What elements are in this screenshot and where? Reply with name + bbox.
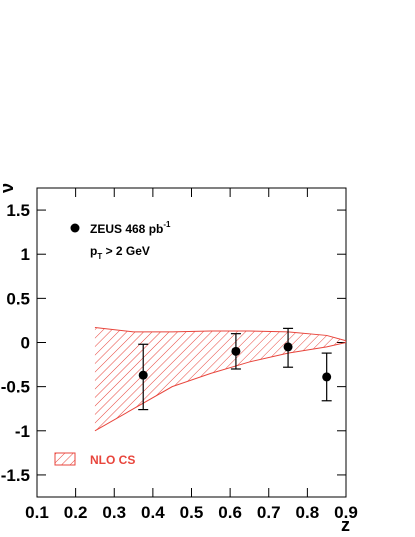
x-tick-label: 0.5 — [180, 503, 204, 522]
y-tick-label: -1.5 — [1, 466, 30, 485]
y-tick-label: 0.5 — [6, 289, 30, 308]
legend-label: NLO CS — [90, 453, 135, 467]
annotation-text: p — [90, 244, 97, 258]
annotation: pT > 2 GeV — [90, 244, 150, 261]
y-tick-label: -1 — [15, 422, 30, 441]
band-hatch — [94, 327, 346, 431]
x-tick-label: 0.6 — [218, 503, 242, 522]
x-tick-label: 0.2 — [64, 503, 88, 522]
legend-swatch — [54, 452, 76, 466]
y-axis-label: ν — [0, 183, 17, 193]
legend-label-sup: -1 — [163, 220, 171, 229]
data-point — [231, 346, 241, 356]
x-axis-label: z — [341, 515, 350, 535]
legend-marker — [70, 223, 80, 233]
legend-label: ZEUS 468 pb-1 — [90, 220, 171, 236]
y-tick-label: 1 — [21, 245, 30, 264]
y-tick-label: -0.5 — [1, 378, 30, 397]
data-point — [322, 372, 332, 382]
x-tick-label: 0.1 — [25, 503, 49, 522]
y-tick-label: 0 — [21, 334, 30, 353]
x-tick-label: 0.8 — [296, 503, 320, 522]
annotation-rest: > 2 GeV — [102, 244, 150, 258]
x-tick-label: 0.7 — [257, 503, 281, 522]
x-tick-label: 0.9 — [334, 503, 358, 522]
data-point — [138, 370, 148, 380]
annotation-sub: T — [97, 252, 102, 261]
data-point — [283, 342, 293, 352]
x-tick-label: 0.4 — [141, 503, 165, 522]
y-tick-label: 1.5 — [6, 201, 30, 220]
band-lower — [94, 342, 347, 432]
x-tick-label: 0.3 — [102, 503, 126, 522]
band-upper — [94, 326, 347, 342]
legend-label-text: ZEUS 468 pb — [90, 222, 163, 236]
